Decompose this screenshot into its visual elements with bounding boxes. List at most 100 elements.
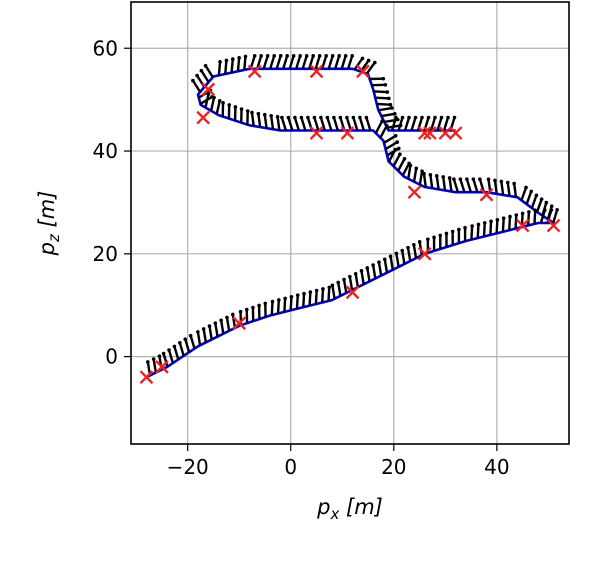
orientation-arrow-head: [457, 227, 461, 232]
orientation-arrow: [377, 261, 383, 276]
orientation-arrow: [269, 115, 275, 130]
orientation-arrow: [202, 328, 208, 343]
orientation-arrow: [327, 55, 334, 70]
orientation-arrow: [384, 141, 398, 151]
orientation-arrow-head: [270, 299, 275, 304]
orientation-arrow-head: [397, 146, 401, 151]
orientation-arrow-head: [259, 54, 263, 58]
waypoint-marker: [417, 246, 432, 261]
y-tick-label: 0: [105, 345, 118, 369]
orientation-arrow: [401, 162, 411, 176]
orientation-arrow: [407, 165, 412, 179]
orientation-arrow: [184, 338, 191, 353]
orientation-arrow: [535, 198, 543, 213]
waypoint-marker: [407, 185, 422, 200]
orientation-arrow: [403, 117, 411, 131]
orientation-arrow: [489, 221, 493, 235]
orientation-arrow: [250, 112, 255, 127]
orientation-arrow: [397, 158, 406, 172]
orientation-arrow-head: [413, 115, 418, 120]
plot-frame: [130, 1, 570, 445]
orientation-arrow-head: [263, 301, 268, 306]
orientation-arrow: [263, 114, 268, 129]
orientation-arrow-head: [520, 211, 525, 216]
orientation-arrow-head: [433, 115, 437, 120]
orientation-arrow: [406, 247, 412, 262]
orientation-arrow: [270, 301, 274, 316]
orientation-arrow-head: [434, 174, 439, 178]
orientation-arrow-head: [366, 58, 371, 63]
orientation-arrow-head: [332, 115, 336, 120]
orientation-arrow: [501, 218, 505, 232]
orientation-arrow: [308, 292, 312, 306]
orientation-arrow-head: [325, 115, 330, 120]
orientation-arrow-head: [508, 214, 512, 219]
orientation-arrow: [167, 349, 175, 364]
orientation-arrow-head: [447, 176, 452, 180]
orientation-arrow-head: [358, 115, 362, 120]
waypoint-marker: [196, 110, 210, 125]
orientation-arrow: [191, 79, 202, 93]
orientation-arrow: [319, 117, 327, 131]
orientation-arrow: [541, 202, 548, 216]
waypoint-marker: [356, 64, 370, 79]
orientation-arrow-head: [373, 60, 377, 65]
orientation-arrow: [448, 177, 453, 192]
orientation-arrow-head: [275, 115, 280, 119]
orientation-arrow-head: [291, 54, 296, 58]
orientation-arrow: [508, 216, 512, 231]
orientation-arrow: [199, 95, 213, 105]
orientation-arrow: [375, 96, 389, 100]
orientation-arrow: [208, 325, 213, 340]
orientation-arrow-head: [407, 115, 411, 120]
orientation-arrow: [293, 117, 301, 131]
y-axis-label-unit: [m]: [35, 191, 59, 235]
orientation-arrow: [452, 178, 460, 193]
orientation-arrow-head: [439, 115, 444, 120]
orientation-arrow-head: [196, 330, 200, 334]
orientation-arrow: [365, 117, 372, 131]
orientation-arrow-head: [199, 68, 204, 73]
grid-lines: [131, 2, 569, 444]
orientation-arrow-head: [495, 217, 500, 222]
orientation-arrow-head: [262, 112, 267, 117]
orientation-arrow-head: [350, 54, 354, 58]
orientation-arrow-head: [272, 54, 276, 58]
orientation-arrow-head: [452, 177, 456, 181]
orientation-arrow-head: [524, 185, 528, 190]
orientation-arrow-head: [256, 111, 261, 116]
orientation-arrow-head: [210, 95, 214, 99]
orientation-arrow: [200, 70, 210, 83]
orientation-arrow-head: [499, 179, 504, 184]
orientation-arrow-head: [243, 54, 248, 59]
orientation-arrow-head: [157, 354, 162, 358]
orientation-arrow-head: [412, 242, 416, 247]
orientation-arrow: [295, 295, 299, 309]
orientation-arrow-head: [465, 177, 469, 181]
y-tick-label: 40: [93, 139, 118, 163]
orientation-arrow-head: [238, 309, 243, 314]
orientation-arrow-head: [388, 102, 393, 107]
waypoint-marker: [309, 126, 324, 140]
orientation-arrow-head: [505, 180, 510, 185]
y-tick-label: 20: [93, 242, 118, 266]
orientation-arrow-head: [172, 344, 177, 349]
orientation-arrow-head: [482, 221, 487, 225]
orientation-arrow-head: [529, 189, 534, 194]
orientation-arrow-head: [360, 56, 365, 61]
orientation-arrow-head: [390, 106, 394, 110]
orientation-arrow-head: [250, 110, 254, 115]
orientation-arrow-head: [285, 54, 289, 58]
orientation-arrow: [326, 117, 333, 131]
orientation-arrow: [300, 117, 307, 131]
orientation-arrow: [360, 270, 365, 285]
orientation-arrow-head: [330, 54, 335, 58]
orientation-arrow: [283, 298, 287, 313]
waypoint-marker: [546, 218, 561, 233]
orientation-arrow-head: [230, 57, 235, 61]
orientation-arrow: [269, 55, 276, 70]
axis-ticks: −20 0 20 40 0 20 40 60: [93, 36, 510, 479]
orientation-arrow: [514, 214, 518, 229]
orientation-arrow-head: [311, 54, 315, 58]
orientation-arrow: [347, 55, 354, 70]
